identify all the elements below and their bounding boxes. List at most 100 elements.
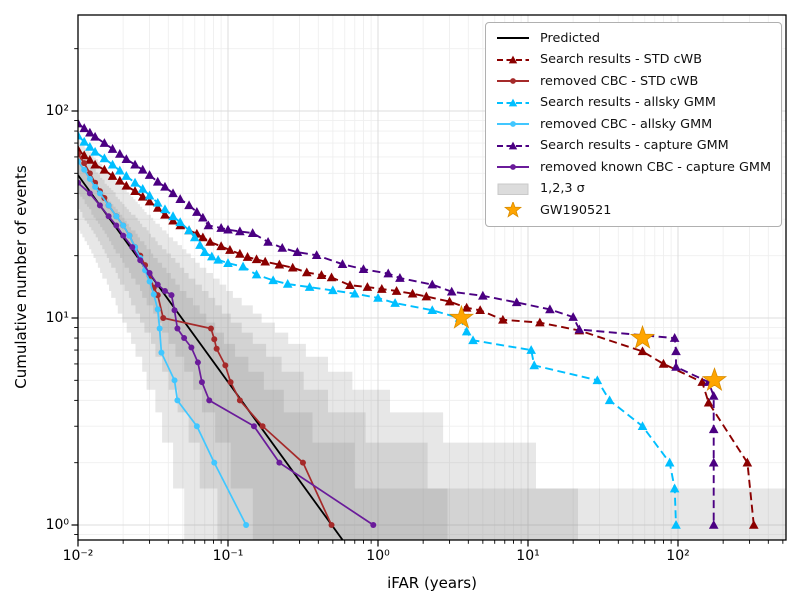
triangle-marker bbox=[168, 211, 178, 221]
triangle-marker bbox=[349, 288, 360, 298]
circle-marker bbox=[250, 423, 257, 430]
circle-marker bbox=[222, 362, 229, 369]
triangle-marker bbox=[242, 252, 253, 261]
y-axis-label: Cumulative number of events bbox=[12, 165, 30, 389]
legend-swatch bbox=[496, 55, 529, 64]
legend-item-label: removed known CBC - capture GMM bbox=[539, 159, 771, 175]
triangle-marker bbox=[376, 284, 387, 293]
triangle-marker bbox=[421, 291, 432, 301]
triangle-marker bbox=[107, 159, 118, 169]
circle-marker bbox=[78, 179, 81, 186]
triangle-marker bbox=[671, 346, 681, 356]
triangle-marker bbox=[90, 146, 100, 156]
circle-marker bbox=[105, 213, 112, 220]
triangle-marker bbox=[99, 164, 110, 174]
triangle-marker bbox=[260, 256, 270, 266]
circle-marker bbox=[129, 244, 136, 251]
triangle-marker bbox=[90, 131, 100, 141]
triangle-marker bbox=[115, 175, 125, 185]
triangle-marker-icon bbox=[508, 98, 518, 107]
triangle-marker bbox=[529, 360, 540, 370]
triangle-marker bbox=[130, 159, 140, 169]
triangle-marker bbox=[152, 176, 163, 186]
triangle-marker bbox=[160, 181, 170, 191]
circle-marker bbox=[92, 183, 99, 190]
circle-marker bbox=[146, 278, 153, 285]
triangle-marker bbox=[263, 236, 273, 246]
triangle-marker bbox=[535, 317, 545, 327]
circle-marker-icon bbox=[510, 164, 516, 171]
circle-marker bbox=[161, 288, 168, 295]
gw190521-star bbox=[629, 324, 656, 349]
x-tick-label: 10⁻¹ bbox=[212, 548, 244, 564]
x-tick-label: 10⁰ bbox=[366, 548, 390, 564]
triangle-marker bbox=[461, 302, 472, 312]
triangle-marker bbox=[337, 259, 348, 268]
legend-swatch bbox=[496, 37, 529, 40]
sigma-band-1 bbox=[78, 162, 448, 540]
circle-marker bbox=[276, 459, 283, 466]
triangle-marker bbox=[207, 251, 217, 261]
y-tick-label: 10¹ bbox=[45, 310, 69, 326]
triangle-marker bbox=[137, 183, 148, 193]
circle-marker bbox=[206, 397, 213, 404]
series bbox=[78, 118, 759, 540]
triangle-marker bbox=[282, 278, 293, 288]
triangle-marker bbox=[247, 228, 258, 237]
triangle-marker bbox=[216, 241, 226, 251]
triangle-marker bbox=[115, 165, 125, 175]
series-capture-search bbox=[78, 118, 719, 529]
triangle-marker bbox=[184, 225, 194, 235]
x-tick-label: 10² bbox=[666, 548, 690, 564]
legend-item: Search results - allsky GMM bbox=[495, 94, 771, 113]
circle-marker bbox=[328, 522, 335, 528]
triangle-marker bbox=[130, 177, 140, 187]
triangle-marker bbox=[184, 200, 194, 210]
triangle-marker bbox=[475, 305, 485, 315]
triangle-marker bbox=[362, 282, 373, 291]
circle-marker bbox=[158, 349, 165, 356]
circle-marker-icon bbox=[510, 78, 516, 85]
triangle-marker bbox=[85, 154, 95, 164]
triangle-marker bbox=[79, 150, 90, 160]
triangle-marker bbox=[160, 204, 170, 214]
circle-marker bbox=[86, 170, 93, 177]
circle-marker bbox=[171, 377, 178, 384]
star-icon bbox=[503, 202, 522, 218]
series-line-capture-removed bbox=[78, 182, 374, 526]
triangle-marker bbox=[274, 259, 285, 269]
triangle-marker bbox=[592, 375, 603, 385]
triangle-marker bbox=[742, 457, 753, 467]
triangle-marker bbox=[198, 212, 208, 222]
circle-marker bbox=[370, 522, 377, 528]
triangle-marker bbox=[152, 202, 163, 212]
triangle-marker bbox=[235, 226, 245, 236]
triangle-marker bbox=[669, 333, 680, 342]
triangle-marker bbox=[311, 250, 322, 260]
circle-marker bbox=[259, 423, 266, 430]
triangle-marker bbox=[277, 242, 288, 252]
triangle-marker bbox=[373, 292, 383, 302]
triangle-marker bbox=[99, 138, 110, 147]
legend-item: Predicted bbox=[495, 29, 771, 48]
legend-item-label: Search results - capture GMM bbox=[539, 138, 729, 154]
circle-marker bbox=[150, 291, 157, 298]
circle-marker bbox=[78, 150, 81, 157]
gw190521-star bbox=[701, 367, 728, 391]
circle-marker bbox=[207, 325, 214, 332]
triangle-marker bbox=[168, 188, 178, 198]
triangle-marker bbox=[697, 377, 708, 386]
triangle-marker bbox=[121, 180, 132, 190]
triangle-marker bbox=[199, 247, 210, 256]
circle-marker bbox=[160, 315, 167, 321]
triangle-marker bbox=[292, 247, 303, 256]
circle-marker bbox=[96, 190, 103, 197]
series-allsky-search bbox=[78, 130, 681, 529]
plot-border bbox=[77, 14, 787, 541]
triangle-marker bbox=[391, 286, 402, 295]
circle-marker bbox=[181, 335, 188, 342]
triangle-marker bbox=[658, 358, 669, 368]
legend-item-label: Search results - allsky GMM bbox=[539, 95, 716, 111]
legend-item-label: Search results - STD cWB bbox=[539, 52, 702, 68]
